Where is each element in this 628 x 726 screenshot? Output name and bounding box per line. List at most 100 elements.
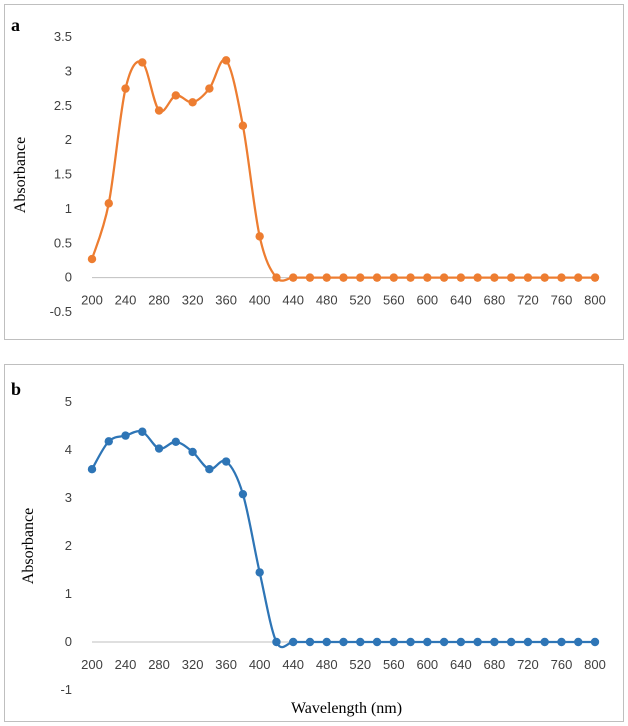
- data-point: [154, 444, 164, 453]
- data-point: [356, 273, 365, 282]
- series-line: [91, 430, 595, 649]
- x-tick-label: 680: [484, 293, 506, 308]
- y-tick-label: 4: [65, 442, 72, 457]
- data-point: [205, 465, 214, 474]
- data-point: [87, 254, 97, 264]
- y-tick-label: -1: [60, 682, 72, 697]
- data-point: [490, 637, 499, 647]
- data-point: [473, 637, 482, 647]
- x-tick-label: 400: [249, 293, 271, 308]
- data-point: [339, 273, 348, 282]
- data-point: [104, 437, 113, 446]
- y-tick-label: 3: [65, 490, 72, 505]
- x-tick-label: 680: [484, 657, 506, 672]
- y-tick-label: 0: [65, 634, 72, 649]
- data-point: [590, 637, 600, 647]
- x-tick-label: 520: [349, 657, 371, 672]
- x-tick-label: 280: [148, 657, 170, 672]
- data-point: [305, 637, 315, 647]
- data-point: [389, 273, 398, 282]
- data-point: [121, 431, 130, 440]
- data-point: [272, 273, 281, 282]
- data-point: [557, 637, 566, 647]
- x-tick-label: 400: [249, 657, 271, 672]
- x-tick-label: 640: [450, 293, 472, 308]
- data-point: [322, 637, 331, 647]
- x-tick-label: 720: [517, 657, 539, 672]
- data-point: [238, 489, 248, 499]
- x-tick-label: 600: [416, 657, 438, 672]
- panel-label: a: [11, 15, 20, 35]
- x-tick-label: 320: [182, 293, 204, 308]
- absorbance-chart-a: a -0.5 0 0.5 1 1.5 2 2.5 3 3.5 200 240 280 320 360 400 4…: [11, 15, 606, 319]
- data-point: [205, 84, 214, 93]
- data-point: [439, 273, 449, 282]
- data-point: [490, 273, 499, 282]
- data-point: [540, 637, 549, 647]
- chart-panel-a: a -0.5 0 0.5 1 1.5 2 2.5 3 3.5 200 240 280 320 360 400 4…: [4, 4, 624, 340]
- x-tick-label: 320: [182, 657, 204, 672]
- data-point: [87, 465, 97, 474]
- y-tick-label: 0: [65, 270, 72, 285]
- data-point: [289, 637, 298, 647]
- y-tick-label: 1: [65, 201, 72, 216]
- absorbance-chart-b: b -1 0 1 2 3 4 5 200 240 280 320 360 400 440 480 520 560 6…: [11, 379, 606, 717]
- y-axis-label: Absorbance: [12, 137, 29, 213]
- data-point: [523, 637, 533, 647]
- x-tick-label: 760: [551, 657, 573, 672]
- x-tick-label: 600: [416, 293, 438, 308]
- x-tick-label: 440: [282, 293, 304, 308]
- x-tick-label: 360: [215, 657, 237, 672]
- x-tick-label: 760: [551, 293, 573, 308]
- y-tick-label: 2.5: [54, 98, 72, 113]
- data-point: [322, 273, 331, 282]
- y-tick-label: 2: [65, 132, 72, 147]
- data-point: [372, 273, 382, 282]
- data-point: [121, 84, 130, 93]
- data-point: [523, 273, 533, 282]
- data-point: [138, 58, 147, 67]
- data-point: [238, 121, 248, 130]
- data-point: [138, 427, 147, 436]
- data-point: [372, 637, 382, 647]
- data-point: [104, 199, 113, 208]
- x-tick-label: 200: [81, 293, 103, 308]
- data-point: [154, 106, 164, 115]
- y-tick-label: 0.5: [54, 235, 72, 250]
- x-tick-label: 240: [115, 657, 137, 672]
- x-tick-label: 520: [349, 293, 371, 308]
- data-point: [456, 273, 466, 282]
- data-point: [406, 637, 415, 647]
- data-point: [506, 273, 516, 282]
- data-point: [389, 637, 398, 647]
- data-point: [473, 273, 482, 282]
- data-point: [188, 447, 197, 457]
- y-tick-label: 2: [65, 538, 72, 553]
- x-tick-label: 480: [316, 657, 338, 672]
- data-point: [423, 273, 432, 282]
- y-tick-label: 3.5: [54, 29, 72, 44]
- data-point: [356, 637, 365, 647]
- data-point: [540, 273, 549, 282]
- data-point: [255, 568, 264, 577]
- x-tick-label: 200: [81, 657, 103, 672]
- series-line: [90, 58, 595, 282]
- x-tick-label: 640: [450, 657, 472, 672]
- data-point: [406, 273, 415, 282]
- data-point: [171, 91, 181, 100]
- x-axis-label: Wavelength (nm): [291, 700, 402, 717]
- y-tick-label: 1: [65, 586, 72, 601]
- y-tick-label: -0.5: [50, 304, 72, 319]
- y-tick-label: 3: [65, 63, 72, 78]
- data-point: [289, 273, 298, 282]
- x-tick-label: 560: [383, 657, 405, 672]
- x-tick-label: 280: [148, 293, 170, 308]
- data-point: [171, 437, 181, 447]
- y-axis-label: Absorbance: [20, 508, 37, 584]
- chart-panel-b: b -1 0 1 2 3 4 5 200 240 280 320 360 400 440 480 520 560 6…: [4, 364, 624, 722]
- data-point: [339, 637, 348, 647]
- x-tick-label: 800: [584, 657, 606, 672]
- data-point: [305, 273, 315, 282]
- y-tick-label: 1.5: [54, 167, 72, 182]
- data-point: [221, 56, 231, 65]
